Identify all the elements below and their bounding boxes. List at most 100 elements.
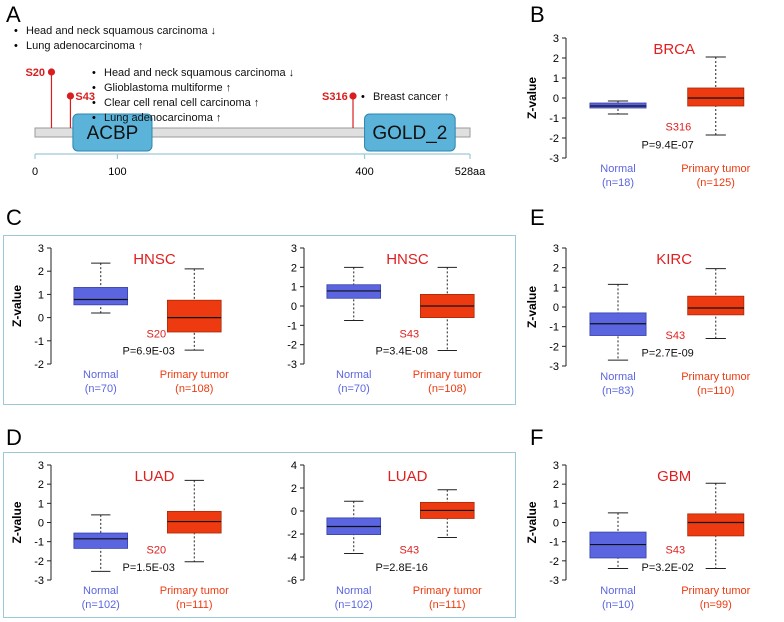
site-label: S20 <box>25 67 45 79</box>
group-name: Primary tumor <box>413 585 482 597</box>
y-tick-label: 0 <box>553 93 559 105</box>
panel-c-frame <box>3 235 516 405</box>
group-name: Primary tumor <box>413 369 482 381</box>
y-axis-label: Z-value <box>10 501 24 543</box>
panel-label-c: C <box>6 205 22 230</box>
group-n: (n=125) <box>697 177 735 189</box>
chart-title: LUAD <box>387 468 427 485</box>
y-tick-label: -2 <box>34 556 44 568</box>
domain-box <box>72 113 153 152</box>
box <box>73 532 129 549</box>
boxplot-kirc: -3 -2 -1 0 1 2 3 Z-value KIRC Normal (n=83) Primary… <box>525 243 751 397</box>
y-tick-label: -6 <box>287 575 297 587</box>
domain-label: ACBP <box>87 123 139 144</box>
y-tick-label: 0 <box>38 518 44 530</box>
boxplot-hnsc-s43: -3 -2 -1 0 1 2 3 HNSC Normal (n=70) Primary tumor (… <box>287 243 482 395</box>
p-value: P=2.7E-09 <box>642 348 694 360</box>
p-value: P=3.4E-08 <box>376 346 428 358</box>
group-name: Primary tumor <box>160 369 229 381</box>
cancer-bullet: • <box>92 112 96 124</box>
group-name: Normal <box>600 163 635 175</box>
group-name: Primary tumor <box>681 585 750 597</box>
group-name: Normal <box>83 369 118 381</box>
panel-label-d: D <box>6 425 22 450</box>
group-n: (n=111) <box>429 599 466 611</box>
p-value: P=1.5E-03 <box>123 562 175 574</box>
y-tick-label: -3 <box>549 361 559 373</box>
cancer-item: Clear cell renal cell carcinoma ↑ <box>104 97 259 109</box>
y-tick-label: -4 <box>287 552 297 564</box>
y-tick-label: 1 <box>38 289 44 301</box>
site-annotation: S43 <box>400 545 420 557</box>
site-annotation: S43 <box>400 328 420 340</box>
panel-label-e: E <box>530 205 545 230</box>
group-name: Primary tumor <box>160 585 229 597</box>
y-tick-label: 2 <box>553 53 559 65</box>
boxplot-luad-s43: -6 -4 -2 0 2 4 LUAD Normal (n=102) Primary tumor (… <box>287 460 482 611</box>
p-value: P=2.8E-16 <box>376 562 428 574</box>
y-tick-label: -1 <box>549 322 559 334</box>
panel-label-b: B <box>530 2 545 27</box>
y-tick-label: 0 <box>553 518 559 530</box>
panel-d-frame <box>3 452 516 618</box>
group-n: (n=18) <box>602 177 634 189</box>
axis-tick-label: 0 <box>32 166 38 178</box>
y-axis-label: Z-value <box>525 501 539 543</box>
protein-domain-map: • Head and neck squamous carcinoma ↓ • Lung… <box>14 25 486 178</box>
y-tick-label: 0 <box>291 506 297 518</box>
chart-title: GBM <box>657 468 691 485</box>
top-list-item: Lung adenocarcinoma ↑ <box>26 40 143 52</box>
y-tick-label: -2 <box>549 133 559 145</box>
y-tick-label: 3 <box>553 33 559 45</box>
y-tick-label: 0 <box>553 302 559 314</box>
group-n: (n=70) <box>85 383 117 395</box>
y-tick-label: 2 <box>291 483 297 495</box>
y-tick-label: -3 <box>34 575 44 587</box>
panel-label-f: F <box>530 425 544 450</box>
group-name: Normal <box>600 371 635 383</box>
y-tick-label: -3 <box>287 359 297 371</box>
box <box>73 287 129 306</box>
site-dot <box>349 92 357 100</box>
y-axis-label: Z-value <box>10 285 24 327</box>
y-tick-label: 2 <box>38 266 44 278</box>
y-tick-label: -3 <box>549 153 559 165</box>
y-tick-label: 2 <box>291 262 297 274</box>
group-name: Normal <box>336 585 371 597</box>
y-tick-label: -2 <box>549 556 559 568</box>
group-name: Normal <box>83 585 118 597</box>
y-tick-label: -2 <box>34 359 44 371</box>
p-value: P=3.2E-02 <box>642 562 694 574</box>
site-dot <box>66 92 75 100</box>
cancer-bullet: • <box>92 67 96 79</box>
boxplot-brca: -3 -2 -1 0 1 2 3 Z-value BRCA Normal (n=18) Primary… <box>525 33 751 189</box>
box <box>687 295 745 316</box>
group-name: Primary tumor <box>681 163 750 175</box>
y-axis-label: Z-value <box>525 77 539 119</box>
site-annotation: S20 <box>147 328 167 340</box>
box <box>167 299 222 333</box>
box <box>167 510 222 534</box>
site-annotation: S43 <box>666 330 686 342</box>
group-n: (n=99) <box>700 599 732 611</box>
y-tick-label: 1 <box>553 73 559 85</box>
group-n: (n=110) <box>697 385 734 397</box>
group-name: Normal <box>600 585 635 597</box>
y-axis-label: Z-value <box>525 286 539 328</box>
chart-title: HNSC <box>133 251 176 268</box>
group-n: (n=111) <box>176 599 213 611</box>
group-name: Normal <box>336 369 371 381</box>
cancer-bullet: • <box>361 91 365 103</box>
site-annotation: S20 <box>147 545 167 557</box>
box <box>687 87 745 107</box>
site-dot <box>47 68 56 76</box>
y-tick-label: -2 <box>287 340 297 352</box>
y-tick-label: -1 <box>287 320 297 332</box>
cancer-bullet: • <box>92 82 96 94</box>
domain-box <box>364 113 456 152</box>
y-tick-label: -2 <box>287 529 297 541</box>
group-n: (n=70) <box>338 383 370 395</box>
y-tick-label: 3 <box>553 243 559 255</box>
y-tick-label: 1 <box>38 498 44 510</box>
boxplot-gbm: -3 -2 -1 0 1 2 3 Z-value GBM Normal (n=10) Primary … <box>525 460 751 611</box>
